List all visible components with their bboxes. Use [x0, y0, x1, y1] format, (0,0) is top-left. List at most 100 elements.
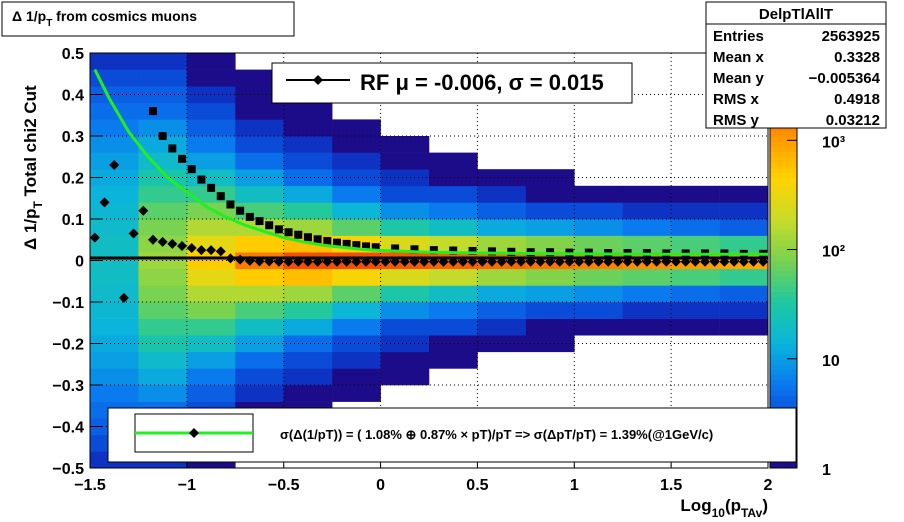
- heatmap-cell: [477, 302, 527, 319]
- palette-slice: [770, 255, 797, 261]
- y-tick-label: −0.2: [52, 337, 84, 354]
- heatmap-cell: [138, 202, 188, 220]
- heatmap-cell: [138, 69, 188, 87]
- palette-slice: [770, 374, 797, 381]
- heatmap-cell: [380, 335, 430, 353]
- heatmap-cell: [429, 152, 478, 170]
- palette-slice: [770, 167, 797, 173]
- palette-slice: [770, 291, 797, 298]
- z-tick-label: 10²: [822, 244, 845, 261]
- square-marker: [255, 217, 264, 226]
- y-tick-label: 0.1: [62, 212, 84, 229]
- heatmap-cell: [186, 302, 236, 319]
- palette-slice: [770, 462, 797, 469]
- heatmap-cell: [574, 202, 624, 220]
- label-part: Total chi2 Cut: [21, 85, 40, 201]
- title-part: Δ 1/p: [12, 8, 46, 24]
- palette-slice: [770, 239, 797, 246]
- heatmap-cell: [380, 318, 430, 336]
- y-tick-label: 0: [75, 254, 84, 271]
- heatmap-cell: [90, 368, 139, 386]
- heatmap-cell: [138, 268, 188, 286]
- series-line: [93, 68, 768, 256]
- stats-label: RMS y: [713, 112, 760, 129]
- heatmap-cell: [525, 268, 575, 286]
- palette-slice: [770, 327, 797, 334]
- heatmap-cell: [186, 351, 236, 369]
- heatmap-cell: [622, 202, 672, 220]
- diamond-marker: [109, 160, 120, 171]
- heatmap-cell: [283, 368, 333, 386]
- heatmap-cell: [90, 119, 139, 137]
- diamond-marker: [167, 238, 178, 249]
- heatmap-cell: [90, 202, 139, 220]
- heatmap-cell: [671, 202, 720, 220]
- heatmap-cell: [429, 351, 478, 369]
- heatmap-cell: [283, 268, 333, 286]
- stats-title: DelpTlAllT: [759, 6, 833, 23]
- square-marker: [197, 175, 206, 184]
- heatmap-cell: [186, 136, 236, 153]
- heatmap-cell: [525, 202, 575, 220]
- heatmap-cell: [380, 152, 430, 170]
- heatmap-cell: [283, 119, 333, 137]
- palette-slice: [770, 333, 797, 339]
- heatmap-cell: [90, 102, 139, 120]
- palette-slice: [770, 130, 797, 137]
- palette-slice: [770, 229, 797, 236]
- square-marker: [352, 241, 361, 250]
- heatmap-cell: [332, 268, 381, 286]
- palette-slice: [770, 244, 797, 251]
- palette-slice: [770, 265, 797, 272]
- heatmap-cell: [138, 185, 188, 203]
- diamond-marker: [196, 245, 207, 256]
- heatmap-cell: [477, 185, 527, 203]
- heatmap-cell: [622, 235, 672, 253]
- x-tick-label: 0: [376, 477, 385, 494]
- heatmap-cell: [235, 136, 285, 153]
- stats-value: 0.3328: [834, 49, 880, 66]
- heatmap-cell: [283, 185, 333, 203]
- heatmap-cell: [332, 152, 381, 170]
- heatmap-cell: [525, 219, 575, 236]
- palette-slice: [770, 395, 797, 402]
- heatmap-cell: [186, 86, 236, 104]
- heatmap-cell: [90, 318, 139, 336]
- x-tick-label: 1: [570, 477, 579, 494]
- heatmap-cell: [477, 318, 527, 336]
- heatmap-cell: [186, 335, 236, 353]
- x-axis-label: Log10(pTAv): [680, 496, 768, 520]
- heatmap-cell: [380, 169, 430, 187]
- label-sub: 10: [712, 506, 726, 520]
- square-marker: [342, 239, 351, 248]
- heatmap-cell: [138, 53, 188, 70]
- x-tick-label: −1: [178, 477, 196, 494]
- palette-slice: [770, 359, 797, 365]
- heatmap-cell: [477, 169, 527, 187]
- stats-value: 0.4918: [834, 91, 880, 108]
- heatmap-cell: [380, 302, 430, 319]
- heatmap-cell: [671, 318, 720, 336]
- stats-label: Entries: [713, 28, 764, 45]
- square-marker: [410, 245, 419, 254]
- diamond-marker: [89, 232, 100, 243]
- diamond-marker: [147, 234, 158, 245]
- label-part: (p: [725, 496, 741, 515]
- legend-marker: [313, 75, 323, 85]
- heatmap-cell: [719, 318, 769, 336]
- y-tick-label: −0.4: [52, 420, 84, 437]
- z-tick-label: 1: [822, 462, 831, 479]
- palette-slice: [770, 151, 797, 158]
- heatmap-cell: [186, 285, 236, 303]
- y-tick-label: −0.5: [52, 461, 84, 478]
- square-marker: [303, 233, 312, 242]
- heatmap-cell: [283, 152, 333, 170]
- heatmap-cell: [429, 235, 478, 253]
- label-sub: T: [31, 200, 45, 208]
- plot-area: [90, 53, 769, 469]
- heatmap-cell: [90, 285, 139, 303]
- heatmap-cell: [90, 219, 139, 236]
- heatmap-cell: [235, 335, 285, 353]
- square-marker: [468, 246, 477, 255]
- heatmap-cell: [235, 169, 285, 187]
